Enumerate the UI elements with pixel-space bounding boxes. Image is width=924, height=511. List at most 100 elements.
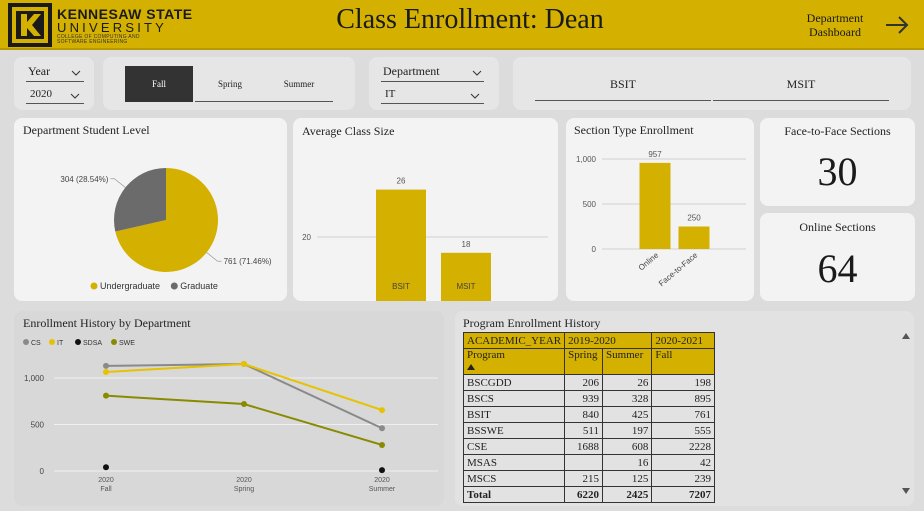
table-row: BSIT 840 425 761 — [462, 406, 715, 423]
table-cell-value: 197 — [601, 422, 653, 439]
data-point-cs — [103, 362, 109, 369]
table-cell-value: 328 — [601, 390, 653, 407]
brand-subname: UNIVERSITY — [57, 20, 168, 35]
table-header-row: Program Spring Summer Fall — [462, 348, 715, 375]
data-point-swe — [103, 392, 109, 399]
department-label-underline — [381, 81, 484, 82]
table-cell-value: 42 — [651, 454, 715, 471]
data-point-sdsa — [379, 467, 385, 474]
table-cell-value: 6220 — [564, 486, 603, 503]
f2f-sections-value: 30 — [817, 149, 858, 194]
table-cell-value: 125 — [601, 470, 653, 487]
pie-slice-undergraduate — [115, 168, 219, 272]
table-cell-value: 939 — [564, 390, 603, 407]
table-cell-program: BSSWE — [462, 422, 566, 439]
table-cell-value: 198 — [651, 374, 715, 391]
year-dropdown[interactable]: 2020 — [26, 86, 84, 104]
header-bar: KENNESAW STATE UNIVERSITY COLLEGE OF COM… — [0, 0, 924, 50]
x-tick-label: BSIT — [392, 282, 410, 291]
department-label: Department — [383, 64, 440, 78]
table-header-program-sortable[interactable]: Program — [462, 348, 566, 375]
table-header-cell: 2020-2021 — [651, 332, 715, 349]
department-dropdown-underline — [381, 103, 484, 104]
avg-class-size-card: Average Class Size 0102026BSIT18MSIT — [293, 118, 558, 301]
bar-value-label: 957 — [648, 150, 662, 159]
pie-data-label: 761 (71.46%) — [224, 257, 272, 266]
term-button-spring[interactable]: Spring — [195, 66, 265, 102]
legend-label: IT — [57, 340, 64, 347]
chevron-down-icon[interactable] — [71, 68, 81, 78]
term-button-summer[interactable]: Summer — [265, 66, 333, 102]
table-cell-value: 608 — [601, 438, 653, 455]
x-tick-label: 2020 — [98, 477, 114, 484]
table-header-cell: 2019-2020 — [564, 332, 653, 349]
table-cell-value: 511 — [564, 422, 603, 439]
brand-name: KENNESAW STATE — [57, 6, 193, 22]
scroll-up-icon[interactable] — [902, 333, 910, 339]
table-row: MSCS 215 125 239 — [462, 470, 715, 487]
x-tick-label: MSIT — [456, 282, 475, 291]
bar-face-to-face — [678, 226, 710, 249]
chevron-down-icon — [470, 93, 480, 99]
department-dashboard-link[interactable]: Department Dashboard — [795, 11, 875, 39]
y-tick-label: 0 — [592, 245, 597, 254]
data-point-sdsa — [103, 464, 109, 471]
section-type-card: Section Type Enrollment 0 500 1,000 957 Onli… — [566, 118, 754, 301]
online-sections-title: Online Sections — [799, 220, 876, 234]
table-cell-value: 895 — [651, 390, 715, 407]
x-tick-label: Spring — [234, 486, 254, 493]
pie-leader-line — [110, 178, 126, 188]
chevron-down-icon — [70, 93, 80, 99]
table-cell-program: MSCS — [462, 470, 566, 487]
table-cell-program: BSCGDD — [462, 374, 566, 391]
department-dashboard-label-line1: Department — [806, 11, 864, 25]
table-cell-value: 2425 — [601, 486, 653, 503]
table-cell-program: CSE — [462, 438, 566, 455]
department-value: IT — [385, 88, 396, 100]
online-sections-value: 64 — [817, 246, 858, 291]
section-type-title: Section Type Enrollment — [574, 123, 694, 137]
y-tick-label: 1,000 — [576, 155, 597, 164]
table-cell-value: 26 — [601, 374, 653, 391]
bar-bsit — [376, 189, 426, 301]
scroll-down-icon[interactable] — [902, 488, 910, 494]
term-button-fall[interactable]: Fall — [125, 66, 193, 102]
table-row: BSSWE 511 197 555 — [462, 422, 715, 439]
table-row: BSCGDD 206 26 198 — [462, 374, 715, 391]
department-dropdown[interactable]: IT — [381, 86, 484, 104]
y-tick-label: 1,000 — [24, 374, 45, 383]
table-cell-value: 2228 — [651, 438, 715, 455]
pie-data-label: 304 (28.54%) — [60, 175, 108, 184]
bar-online — [639, 162, 671, 249]
table-cell-program: BSCS — [462, 390, 566, 407]
table-cell-value: 555 — [651, 422, 715, 439]
legend-marker — [49, 339, 55, 345]
x-tick-label: 2020 — [236, 477, 252, 484]
chevron-down-icon[interactable] — [472, 68, 482, 78]
legend-label: Undergraduate — [100, 281, 160, 291]
page-title: Class Enrollment: Dean — [336, 4, 604, 35]
table-cell-program: BSIT — [462, 406, 566, 423]
bar-value-label: 250 — [687, 214, 701, 223]
legend-label: Graduate — [180, 281, 218, 291]
table-cell-value: 215 — [564, 470, 603, 487]
legend-marker — [75, 339, 81, 345]
program-button-bsit[interactable]: BSIT — [535, 67, 711, 101]
section-type-bar-chart: 0 500 1,000 957 Online 250 Face-to-Face — [576, 150, 746, 288]
table-cell-value: 425 — [601, 406, 653, 423]
arrow-right-icon[interactable] — [880, 8, 914, 42]
program-history-table: ACADEMIC_YEAR 2019-2020 2020-2021 Progra… — [462, 332, 715, 503]
table-row: MSAS 16 42 — [462, 454, 715, 471]
data-point-swe — [379, 441, 385, 448]
program-history-table-wrap: ACADEMIC_YEAR 2019-2020 2020-2021 Progra… — [462, 332, 715, 503]
ksu-logo-icon — [8, 3, 52, 47]
program-button-msit[interactable]: MSIT — [713, 67, 889, 101]
department-slicer: Department IT — [369, 57, 499, 110]
student-level-title: Department Student Level — [23, 123, 150, 137]
table-cell-value: 239 — [651, 470, 715, 487]
online-sections-card: Online Sections 64 — [760, 213, 915, 301]
table-cell-value: 840 — [564, 406, 603, 423]
bar-value-label: 18 — [462, 240, 471, 249]
f2f-sections-title: Face-to-Face Sections — [784, 124, 891, 138]
table-scrollbar[interactable] — [901, 331, 911, 496]
